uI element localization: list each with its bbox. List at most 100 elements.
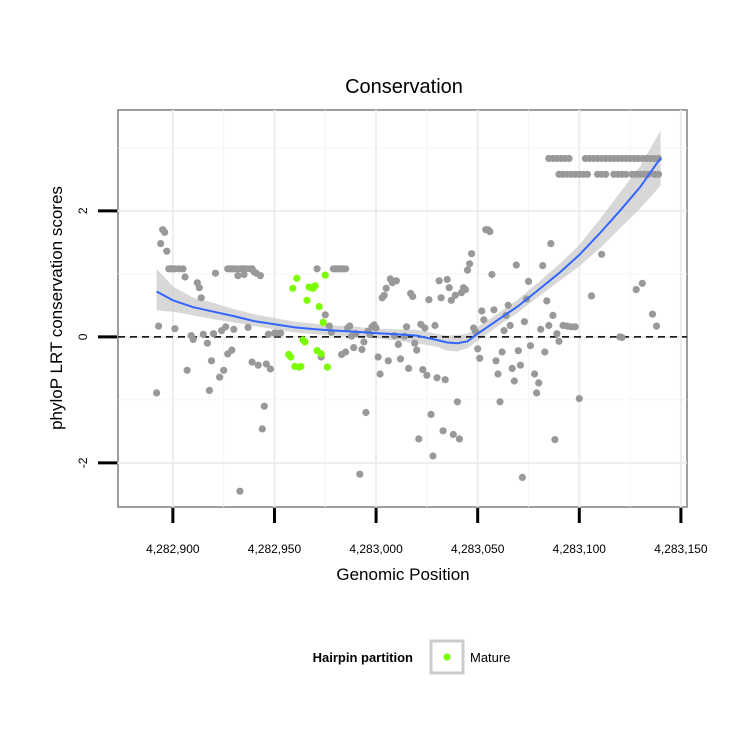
data-point [209, 330, 218, 338]
data-point [195, 284, 203, 292]
data-point [374, 353, 382, 361]
legend-key-mature [443, 653, 451, 661]
data-point [486, 228, 494, 236]
data-point [508, 364, 516, 372]
data-point [468, 250, 476, 258]
data-point [380, 291, 388, 299]
data-point [211, 269, 220, 277]
data-point [258, 425, 266, 433]
data-point [360, 338, 368, 346]
data-point [183, 366, 191, 374]
data-point [203, 339, 211, 347]
data-point [543, 297, 551, 305]
data-point [461, 286, 470, 294]
data-point [512, 261, 520, 269]
data-point [405, 364, 413, 372]
data-point [598, 250, 606, 258]
data-point [514, 347, 522, 355]
data-point [346, 322, 354, 330]
data-point [342, 265, 350, 273]
data-point [362, 408, 370, 417]
data-point-mature [289, 284, 297, 292]
data-point [220, 366, 228, 374]
data-point [492, 357, 500, 365]
data-point [411, 339, 419, 347]
data-point-mature [315, 303, 323, 311]
data-point-mature [303, 296, 311, 304]
data-point [254, 361, 262, 369]
legend-title: Hairpin partition [313, 650, 413, 665]
data-point [533, 389, 541, 397]
data-point [240, 270, 248, 279]
data-point [474, 345, 482, 353]
data-point [244, 323, 252, 331]
data-point [222, 323, 230, 331]
x-tick-label: 4,282,950 [248, 542, 302, 556]
data-point [494, 370, 502, 378]
data-point [427, 410, 435, 418]
data-point [394, 340, 402, 348]
y-axis-label: phyloP LRT conservation scores [47, 186, 66, 430]
data-point [425, 296, 433, 304]
legend: Hairpin partition Mature [313, 639, 510, 675]
data-point [216, 373, 224, 381]
data-point [260, 402, 268, 410]
data-point [230, 325, 238, 333]
data-point [447, 296, 455, 304]
data-point [466, 260, 474, 268]
data-point [409, 292, 417, 301]
data-point [321, 311, 329, 319]
x-axis: 4,282,900 4,282,950 4,283,000 4,283,050 4,28… [146, 508, 708, 556]
data-point [155, 322, 163, 330]
data-point [638, 279, 646, 287]
data-point [453, 398, 461, 406]
x-tick-label: 4,282,900 [146, 542, 200, 556]
data-point [524, 277, 533, 285]
data-point [476, 354, 484, 362]
data-point [382, 284, 390, 292]
data-point [415, 435, 423, 443]
data-point [236, 487, 244, 495]
data-point [342, 348, 350, 356]
data-point [313, 265, 321, 273]
y-tick-label: -2 [76, 457, 90, 468]
data-point [618, 333, 626, 342]
data-point [423, 371, 431, 379]
data-point [228, 346, 236, 354]
data-point [376, 370, 384, 378]
data-point [429, 452, 437, 460]
data-point [504, 301, 512, 309]
data-point [537, 325, 545, 333]
data-point [648, 310, 657, 318]
x-tick-label: 4,283,150 [654, 542, 708, 556]
data-point [516, 361, 525, 369]
legend-label-mature: Mature [470, 650, 510, 665]
data-point [413, 346, 421, 354]
data-point [478, 307, 486, 315]
data-point [575, 395, 583, 403]
data-point [553, 330, 561, 338]
x-axis-label: Genomic Position [336, 565, 469, 584]
data-point [419, 366, 427, 374]
data-point [526, 342, 535, 350]
data-point [277, 329, 285, 337]
data-point [531, 370, 539, 378]
data-point [350, 344, 358, 352]
data-point [325, 322, 333, 330]
data-point [207, 357, 216, 365]
data-point [161, 228, 169, 236]
data-point [205, 386, 213, 394]
y-tick-label: 2 [76, 207, 90, 214]
data-point [197, 294, 205, 302]
data-point [571, 323, 579, 331]
data-point [396, 355, 405, 363]
data-point [431, 321, 439, 330]
data-point [555, 337, 563, 345]
data-point [652, 322, 661, 330]
data-point [520, 318, 529, 326]
data-point [163, 247, 171, 255]
y-tick-label: 0 [76, 333, 90, 340]
data-point [490, 306, 498, 314]
data-point [171, 325, 179, 333]
x-tick-label: 4,283,000 [349, 542, 403, 556]
